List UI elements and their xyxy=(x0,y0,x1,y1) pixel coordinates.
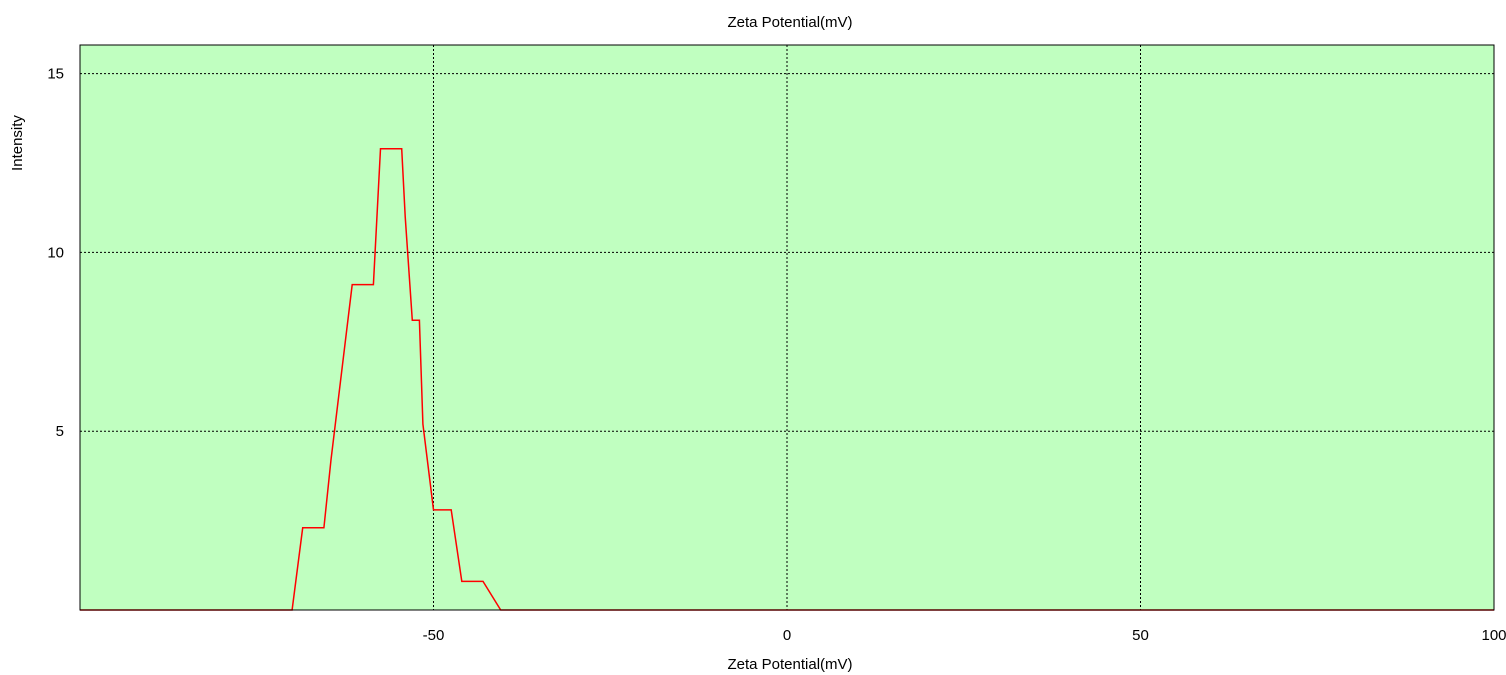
x-axis-label: Zeta Potential(mV) xyxy=(727,656,852,673)
x-tick-label: 50 xyxy=(1132,627,1149,644)
chart-title: Zeta Potential(mV) xyxy=(727,14,852,31)
x-tick-label: -50 xyxy=(423,627,445,644)
plot-frame xyxy=(79,44,1495,611)
y-tick-label: 10 xyxy=(47,244,64,261)
x-tick-label: 0 xyxy=(783,627,791,644)
y-axis-label: Intensity xyxy=(9,115,26,171)
x-tick-label: 100 xyxy=(1481,627,1506,644)
y-tick-label: 5 xyxy=(56,423,64,440)
y-tick-label: 15 xyxy=(47,66,64,83)
plot-area xyxy=(80,45,1494,610)
series-line-1 xyxy=(80,147,1494,611)
tick-labels: -50 0 50 100 5 10 15 xyxy=(47,66,1506,644)
series-group xyxy=(80,147,1494,611)
